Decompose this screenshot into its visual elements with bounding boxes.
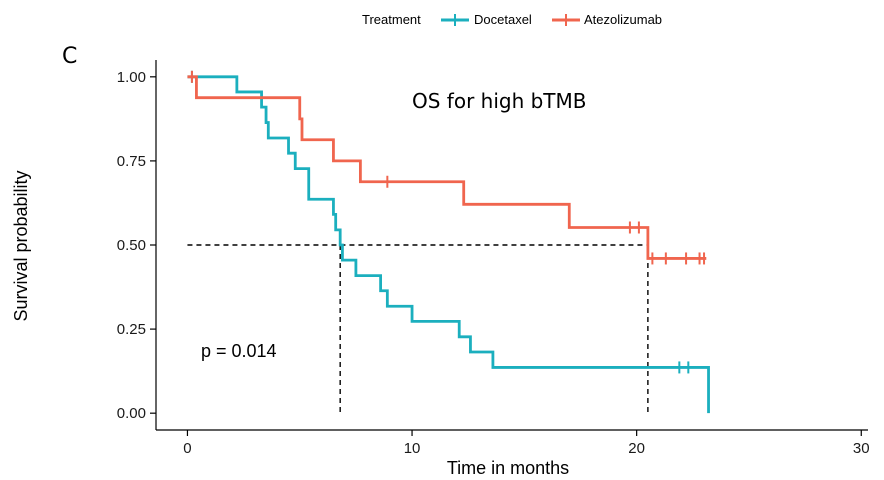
y-tick-label: 0.00: [117, 405, 146, 422]
y-tick-label: 0.75: [117, 153, 146, 170]
series-atezolizumab: [187, 70, 707, 265]
series-docetaxel: [187, 70, 710, 414]
legend-key-atezolizumab: [552, 14, 580, 26]
x-tick-label: 0: [183, 440, 191, 457]
x-axis-title: Time in months: [447, 458, 569, 478]
x-tick-label: 10: [404, 440, 421, 457]
legend: Treatment Docetaxel Atezolizumab: [362, 12, 662, 27]
y-axis-title: Survival probability: [11, 170, 31, 321]
survival-curve-atezolizumab: [187, 75, 707, 260]
panel-label: C: [62, 44, 77, 69]
survival-curve-docetaxel: [187, 75, 710, 414]
y-axis-ticks: 0.00 0.25 0.50 0.75 1.00: [117, 69, 156, 422]
y-tick-label: 0.50: [117, 237, 146, 254]
chart-annotation: OS for high bTMB: [412, 89, 587, 113]
y-tick-label: 0.25: [117, 321, 146, 338]
legend-label-atezolizumab: Atezolizumab: [584, 12, 662, 27]
legend-key-docetaxel: [441, 14, 469, 26]
survival-curves: [187, 70, 710, 414]
legend-title: Treatment: [362, 12, 421, 27]
y-tick-label: 1.00: [117, 69, 146, 86]
legend-label-docetaxel: Docetaxel: [474, 12, 532, 27]
x-tick-label: 30: [853, 440, 870, 457]
x-axis-ticks: 0 10 20 30: [183, 430, 870, 457]
x-tick-label: 20: [628, 440, 645, 457]
p-value-label: p = 0.014: [201, 341, 277, 361]
median-survival-lines: [187, 244, 649, 414]
